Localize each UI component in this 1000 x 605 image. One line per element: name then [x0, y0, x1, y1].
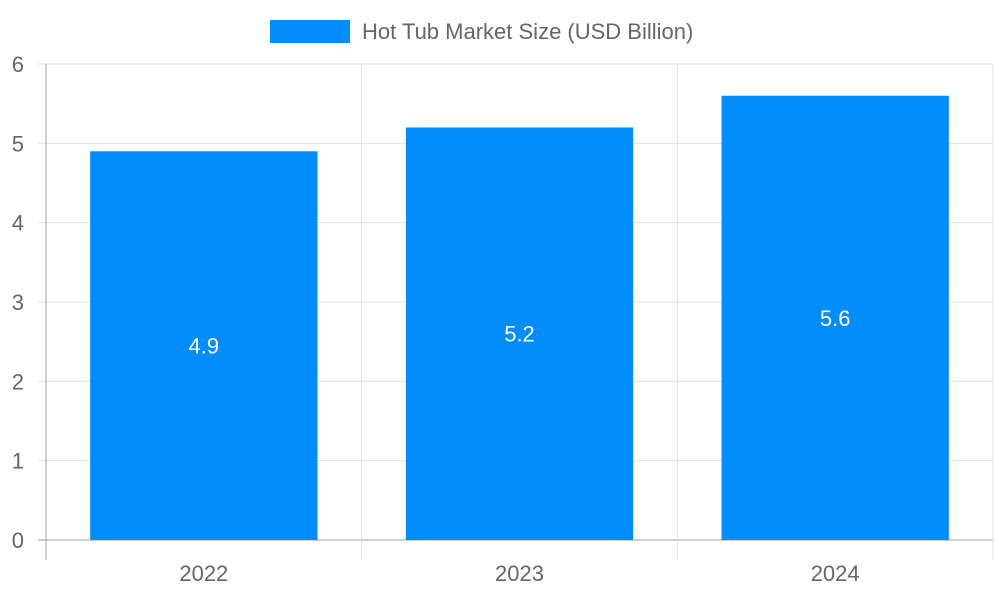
y-tick-label: 6	[12, 52, 24, 77]
bar-2023	[405, 127, 634, 540]
data-label: 4.9	[189, 334, 220, 359]
x-tick-label: 2024	[811, 561, 860, 586]
labels: 0 1 2 3 4 5 6 4.9 2022 5.2 2023 5.6 2024	[12, 52, 860, 586]
y-tick-label: 1	[12, 449, 24, 474]
bars	[90, 95, 949, 540]
legend: Hot Tub Market Size (USD Billion)	[270, 19, 693, 44]
legend-label: Hot Tub Market Size (USD Billion)	[362, 19, 693, 44]
y-tick-label: 4	[12, 211, 24, 236]
legend-swatch	[270, 20, 350, 43]
data-label: 5.2	[504, 322, 535, 347]
x-tick-label: 2023	[495, 561, 544, 586]
y-tick-label: 2	[12, 369, 24, 394]
data-label: 5.6	[820, 306, 851, 331]
y-tick-label: 3	[12, 290, 24, 315]
y-tick-label: 0	[12, 528, 24, 553]
bar-2024	[721, 95, 949, 540]
bar-2022	[90, 151, 318, 540]
x-tick-label: 2022	[179, 561, 228, 586]
y-tick-label: 5	[12, 131, 24, 156]
